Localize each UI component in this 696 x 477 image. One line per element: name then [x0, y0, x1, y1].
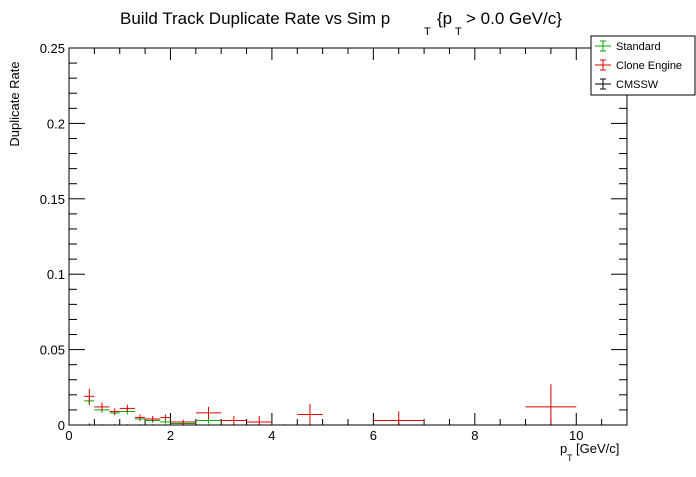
legend: Standard Clone Engine CMSSW: [590, 35, 696, 96]
x-axis-label-main: p: [560, 441, 567, 456]
series-clone-engine: [84, 384, 577, 425]
data-point: [424, 424, 475, 426]
data-point: [373, 411, 425, 425]
data-point: [271, 424, 298, 426]
data-point: [525, 384, 577, 425]
legend-entry: CMSSW: [595, 78, 659, 91]
x-tick-label: 2: [167, 428, 174, 443]
x-tick-label: 10: [569, 428, 583, 443]
data-point: [297, 424, 323, 426]
data-point: [109, 424, 120, 426]
x-axis-label-sub: T: [567, 453, 573, 463]
legend-entry: Clone Engine: [595, 59, 682, 72]
data-point: [145, 415, 161, 422]
legend-label: Clone Engine: [616, 60, 682, 72]
legend-label: CMSSW: [616, 79, 659, 91]
data-point: [84, 423, 95, 426]
data-series: [84, 384, 627, 426]
data-point: [576, 424, 627, 426]
data-point: [160, 420, 171, 424]
data-point: [160, 414, 171, 421]
x-tick-label: 0: [65, 428, 72, 443]
y-tick-label: 0.15: [40, 192, 65, 207]
plot-frame: [68, 47, 628, 426]
legend-entry: Standard: [595, 40, 661, 53]
data-point: [160, 424, 171, 426]
data-point: [84, 388, 95, 404]
data-point: [134, 424, 146, 426]
data-point: [94, 424, 110, 426]
axis-ticks: 0 2 4 6 8 10 0 0.05 0.1 0.15 0.2 0.25: [40, 41, 628, 443]
data-point: [94, 402, 110, 412]
y-tick-label: 0.05: [40, 343, 65, 358]
chart-title-main: Build Track Duplicate Rate vs Sim p: [120, 9, 390, 28]
data-point: [246, 424, 272, 426]
y-axis-label: Duplicate Rate: [7, 61, 22, 146]
y-tick-label: 0.2: [47, 116, 65, 131]
y-tick-label: 0.25: [40, 41, 65, 56]
x-tick-label: 4: [268, 428, 275, 443]
x-tick-label: 8: [471, 428, 478, 443]
data-point: [145, 424, 161, 426]
data-point: [322, 424, 374, 426]
data-point: [170, 424, 196, 426]
data-point: [221, 415, 247, 425]
y-tick-label: 0: [58, 418, 65, 433]
chart-title-sub2: T: [455, 26, 462, 38]
data-point: [134, 414, 146, 421]
data-point: [170, 419, 196, 425]
data-point: [195, 424, 222, 426]
legend-label: Standard: [616, 41, 661, 53]
chart-title-mid: {p: [437, 9, 452, 28]
data-point: [109, 408, 120, 415]
data-point: [195, 406, 222, 419]
plot-area-border: [68, 47, 628, 426]
x-tick-label: 6: [370, 428, 377, 443]
data-point: [297, 403, 323, 425]
series-cmssw: [84, 423, 627, 426]
data-point: [221, 424, 247, 426]
data-point: [474, 424, 526, 426]
x-axis-label-unit: [GeV/c]: [576, 441, 619, 456]
data-point: [119, 424, 135, 426]
data-point: [525, 424, 577, 426]
data-point: [246, 415, 272, 425]
chart-title-tail: > 0.0 GeV/c}: [466, 9, 562, 28]
data-point: [119, 404, 135, 413]
chart-title-sub1: T: [424, 26, 431, 38]
data-point: [373, 424, 425, 426]
y-tick-label: 0.1: [47, 267, 65, 282]
